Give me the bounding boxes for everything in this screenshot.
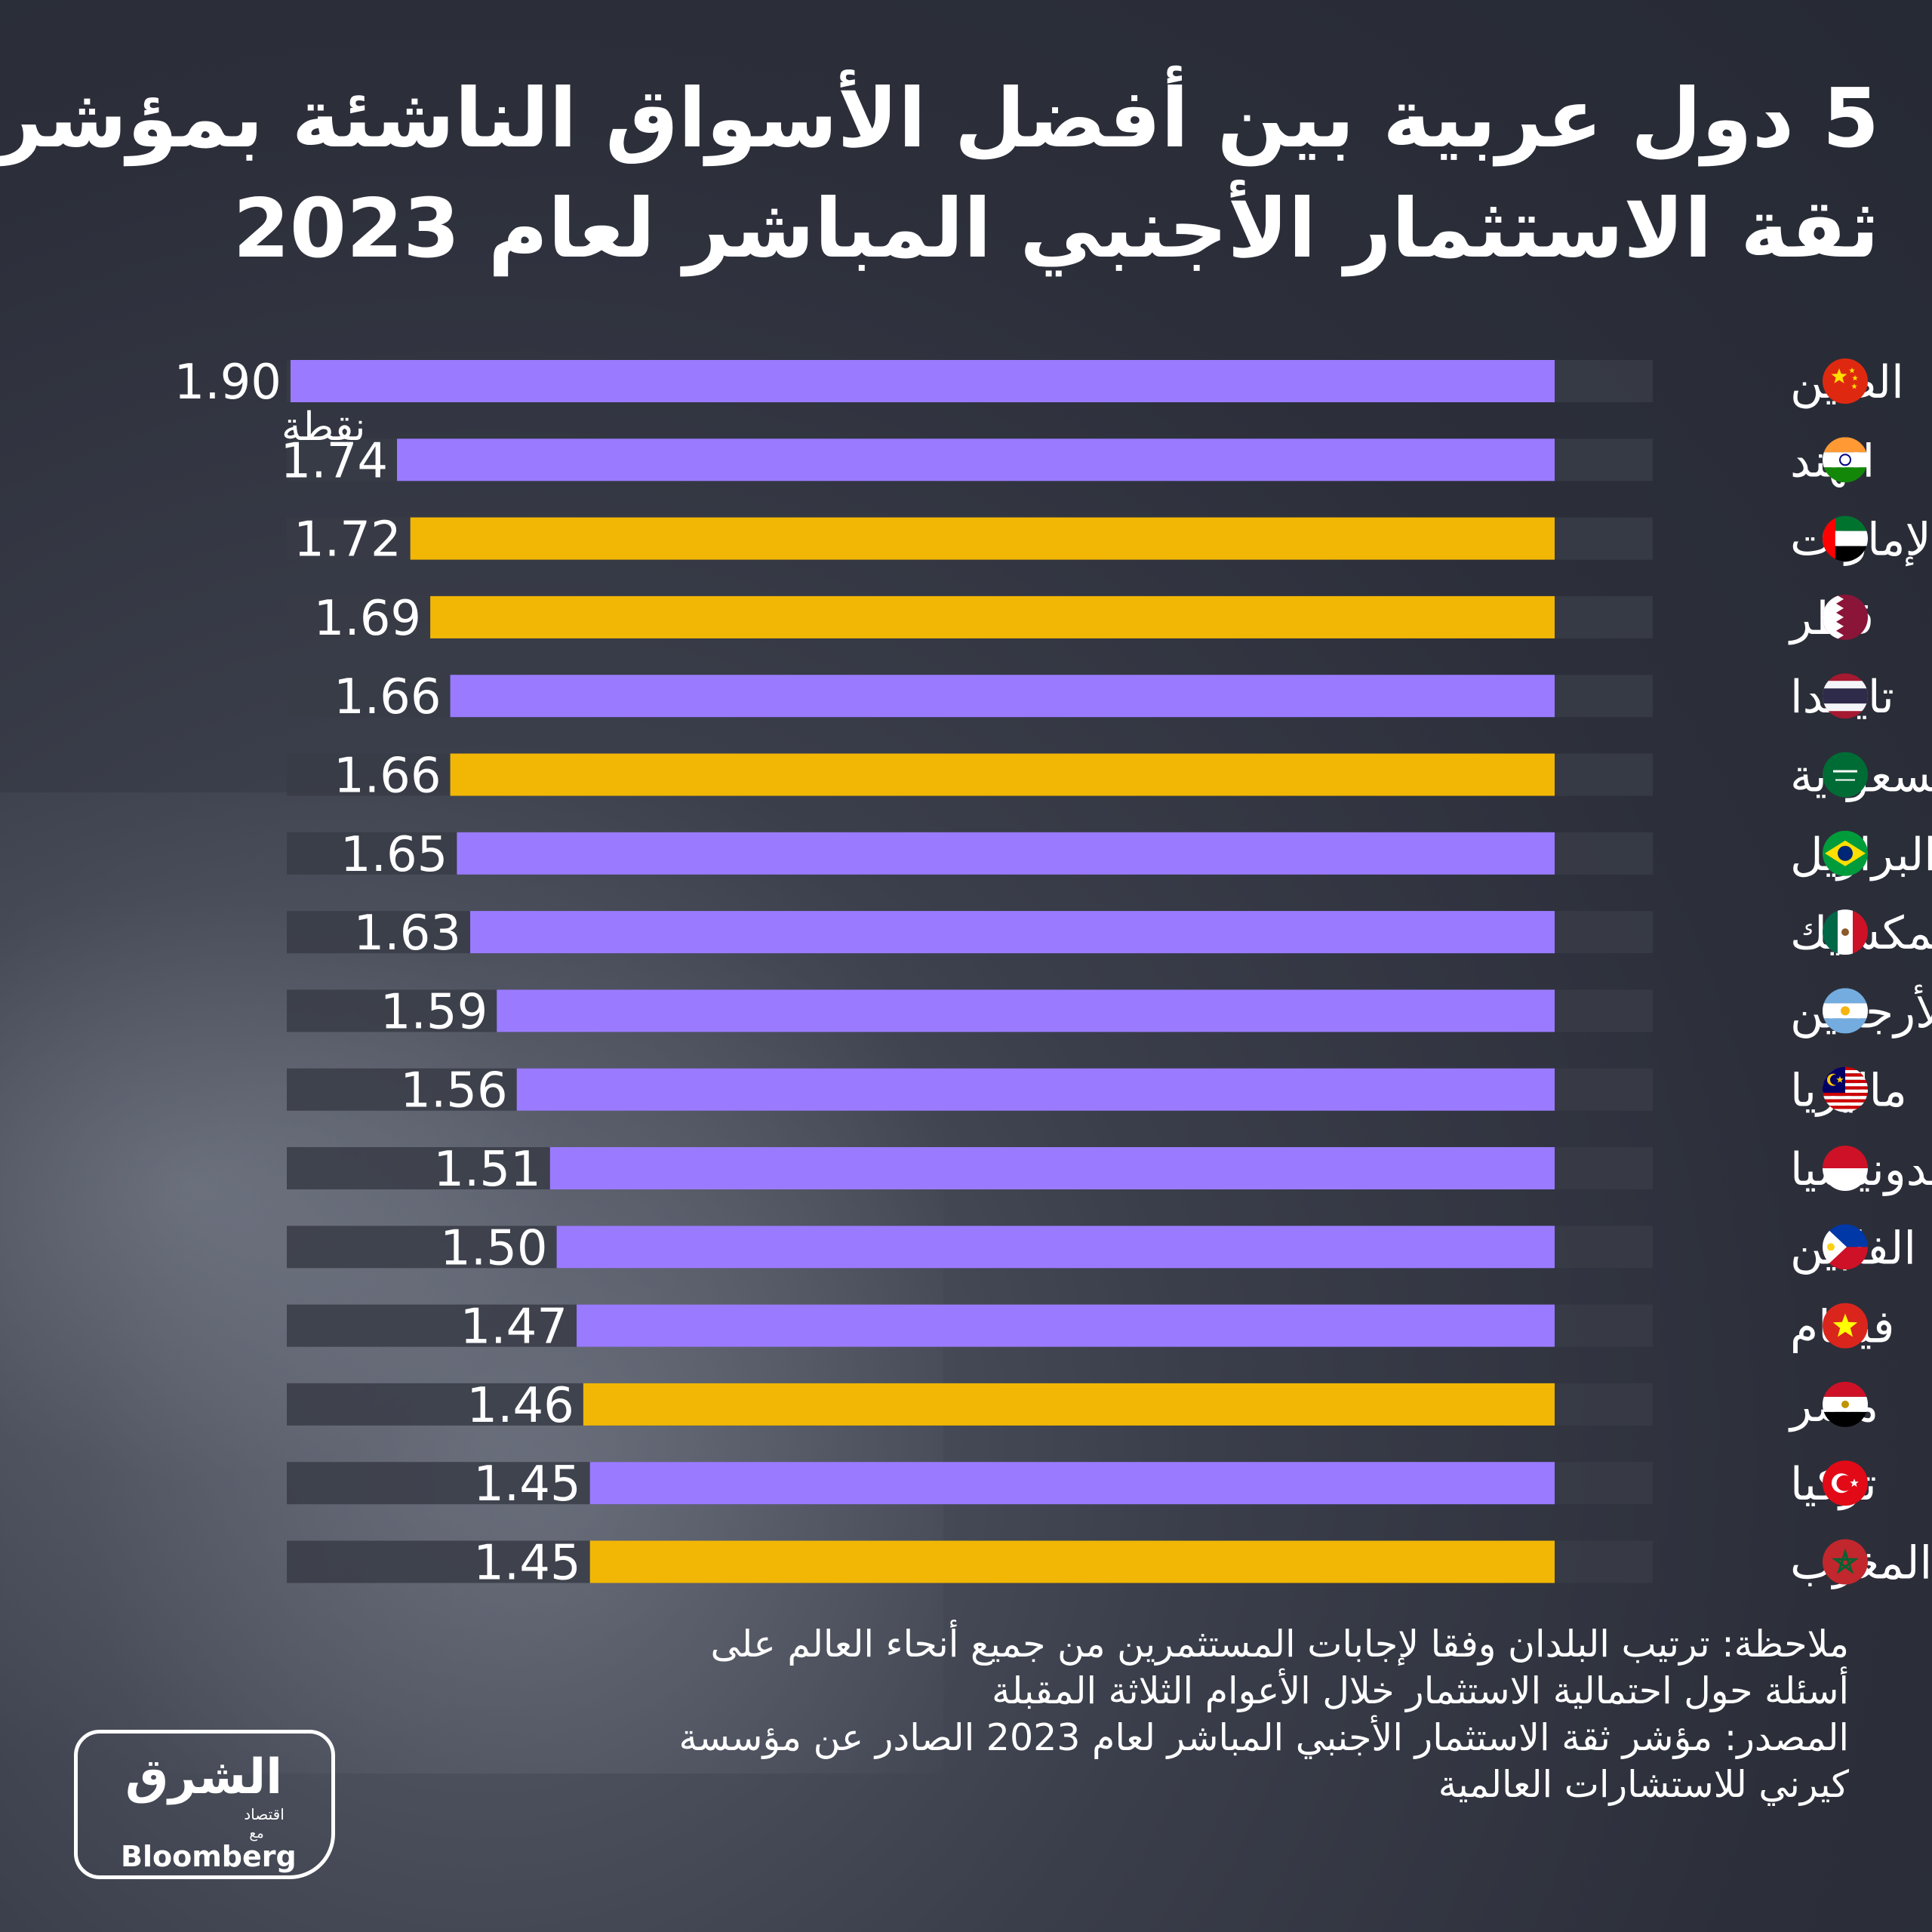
logo-with-text: مع	[249, 1826, 264, 1841]
value-label: 1.66	[334, 749, 441, 804]
footer-note: ملاحظة: ترتيب البلدان وفقا لإجابات المست…	[415, 1621, 1849, 1808]
india-flag-icon	[1823, 437, 1868, 483]
bar	[430, 595, 1555, 638]
vietnam-flag-icon	[1823, 1303, 1868, 1349]
value-label: 1.63	[354, 906, 462, 961]
malaysia-flag-icon	[1823, 1066, 1868, 1112]
bar	[450, 753, 1555, 796]
asharq-logo	[74, 1730, 335, 1879]
source-line-2: كيرني للاستشارات العالمية	[1438, 1763, 1849, 1806]
bar	[516, 1068, 1555, 1111]
bar	[556, 1226, 1555, 1269]
mexico-flag-icon	[1823, 909, 1868, 955]
thailand-flag-icon	[1823, 673, 1868, 719]
argentina-flag-icon	[1823, 988, 1868, 1034]
value-label: 1.45	[473, 1457, 581, 1512]
bar	[577, 1304, 1555, 1347]
philippines-flag-icon	[1823, 1224, 1868, 1270]
logo-bloomberg-text: Bloomberg	[121, 1840, 297, 1873]
uae-flag-icon	[1823, 515, 1868, 561]
bar	[497, 989, 1555, 1032]
value-label: 1.46	[466, 1378, 574, 1434]
title-line-1: 5 دول عربية بين أفضل الأسواق الناشئة بمؤ…	[0, 72, 1879, 166]
logo-main-text: الشرق	[125, 1749, 283, 1805]
brazil-flag-icon	[1823, 830, 1868, 876]
bar	[470, 911, 1555, 954]
value-label: 1.69	[314, 591, 422, 647]
value-label: 1.74	[281, 433, 389, 489]
bar	[589, 1462, 1555, 1505]
value-label: 1.50	[440, 1220, 548, 1276]
value-label: 1.45	[473, 1536, 581, 1592]
saudi-flag-icon	[1823, 752, 1868, 798]
egypt-flag-icon	[1823, 1381, 1868, 1427]
source-line-1: المصدر: مؤشر ثقة الاستثمار الأجنبي المبا…	[678, 1716, 1849, 1759]
value-label: 1.90	[174, 355, 282, 411]
value-label: 1.47	[460, 1300, 568, 1355]
logo-sub-text: اقتصاد	[244, 1805, 285, 1823]
bar	[457, 832, 1555, 875]
qatar-flag-icon	[1823, 594, 1868, 640]
note-line-1: ملاحظة: ترتيب البلدان وفقا لإجابات المست…	[710, 1623, 1849, 1666]
bar	[410, 517, 1555, 560]
turkey-flag-icon	[1823, 1460, 1868, 1506]
bar-chart: 1.90الصين1.74الهند1.72الإمارات1.69قطر1.6…	[174, 355, 1868, 1592]
bar	[450, 675, 1555, 718]
bar	[397, 438, 1555, 481]
value-label: 1.66	[334, 669, 441, 725]
bar	[583, 1383, 1555, 1426]
unit-label: نقطة	[281, 405, 365, 450]
value-label: 1.51	[433, 1142, 541, 1198]
note-line-2: أسئلة حول احتمالية الاستثمار خلال الأعوا…	[992, 1669, 1849, 1712]
bar	[589, 1540, 1555, 1583]
bar	[549, 1147, 1555, 1189]
china-flag-icon	[1823, 358, 1868, 404]
page-title: 5 دول عربية بين أفضل الأسواق الناشئة بمؤ…	[0, 64, 1879, 285]
value-label: 1.72	[294, 512, 401, 568]
title-line-2: ثقة الاستثمار الأجنبي المباشر لعام 2023	[232, 182, 1879, 276]
morocco-flag-icon	[1823, 1539, 1868, 1585]
value-label: 1.65	[340, 827, 448, 883]
value-label: 1.59	[380, 984, 488, 1040]
value-label: 1.56	[400, 1063, 508, 1119]
indonesia-flag-icon	[1823, 1146, 1868, 1191]
bar	[291, 360, 1555, 402]
